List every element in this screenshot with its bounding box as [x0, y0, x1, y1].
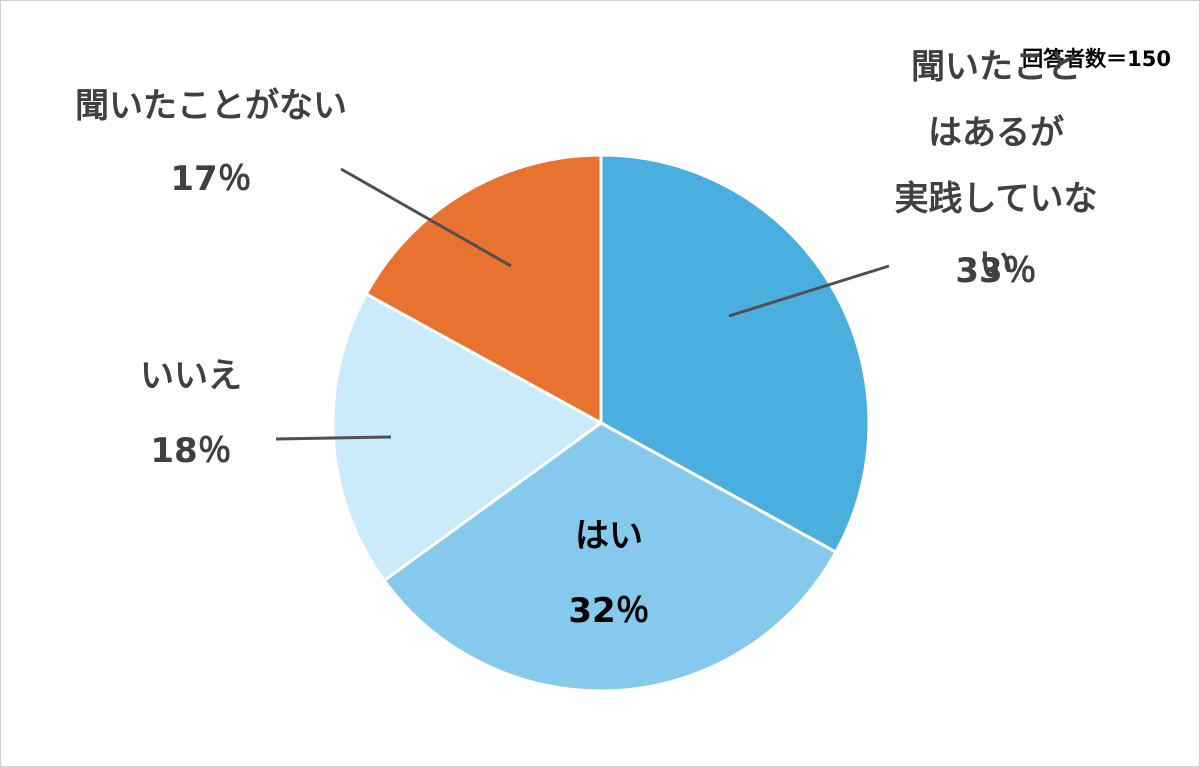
pie-slice: [364, 153, 603, 426]
category-label: 聞いたことはあるが 実践していない: [894, 47, 1098, 285]
leader-line: [728, 264, 890, 318]
pie-slice: [382, 421, 838, 693]
value-label: 33％: [955, 251, 1037, 291]
leader-line: [340, 167, 512, 268]
category-label: いいえ: [140, 356, 242, 396]
category-label: はい: [575, 516, 643, 556]
pie-slice: [331, 291, 604, 583]
value-label: 17％: [170, 159, 252, 199]
value-label: 32％: [568, 591, 650, 631]
leader-line: [275, 435, 392, 441]
category-label: 聞いたことがない: [75, 86, 347, 126]
value-label: 18％: [150, 431, 232, 471]
annotation: 回答者数＝150: [1022, 47, 1171, 71]
pie-slice: [599, 153, 871, 555]
